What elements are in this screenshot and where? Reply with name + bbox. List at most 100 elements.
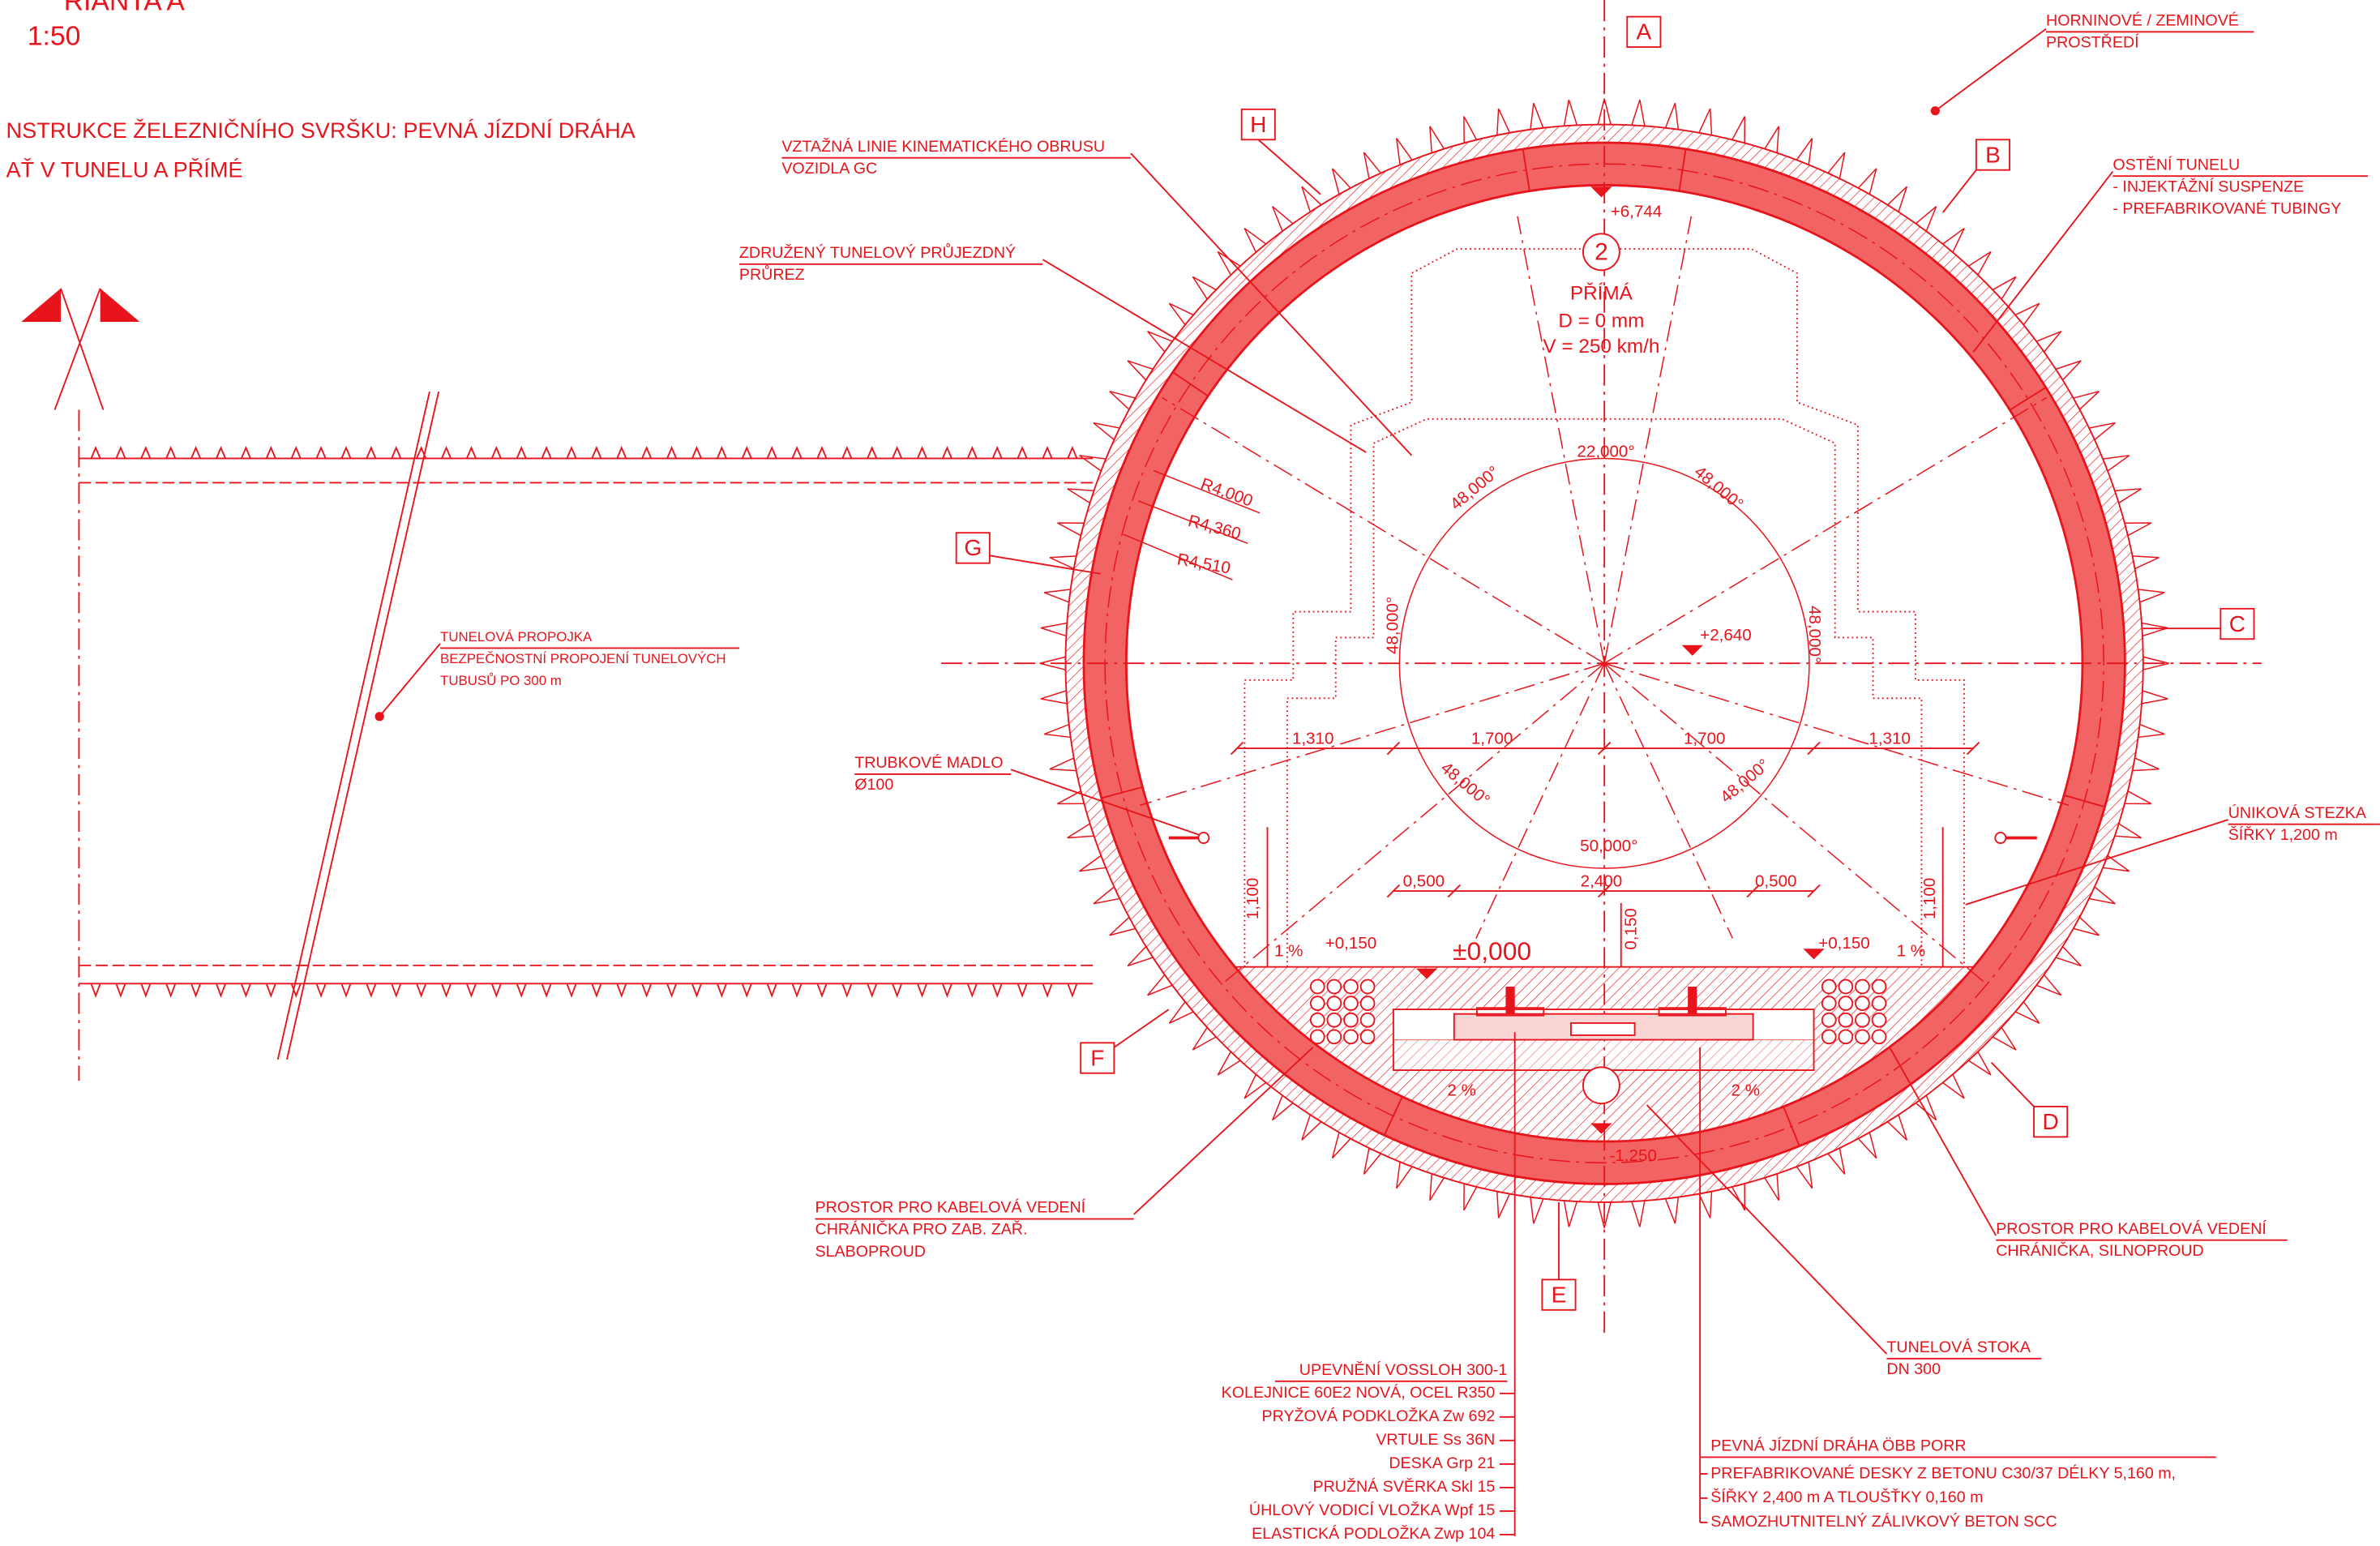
dimension-text: -1,250 bbox=[1610, 1146, 1657, 1165]
callout-text: ŠÍŘKY 1,200 m bbox=[2228, 825, 2338, 844]
background bbox=[0, 0, 2380, 1546]
section-marker: E bbox=[1552, 1282, 1567, 1307]
dimension-text: 0,500 bbox=[1755, 871, 1797, 890]
cable-duct bbox=[1344, 980, 1358, 994]
callout-text: TRUBKOVÉ MADLO bbox=[854, 753, 1003, 772]
dimension-text: 2 % bbox=[1731, 1081, 1760, 1100]
section-marker: F bbox=[1090, 1045, 1104, 1070]
cable-duct bbox=[1361, 996, 1375, 1010]
alignment-text: V = 250 km/h bbox=[1543, 336, 1659, 358]
slab-joint bbox=[1571, 1023, 1635, 1035]
cable-duct bbox=[1873, 996, 1886, 1010]
page: RIANTA A 1:50 NSTRUKCE ŽELEZNIČNÍHO SVRŠKU… bbox=[0, 0, 2380, 1546]
cable-duct bbox=[1873, 1013, 1886, 1027]
cable-duct bbox=[1311, 980, 1325, 994]
cable-duct bbox=[1856, 1030, 1869, 1043]
cable-duct bbox=[1822, 1013, 1836, 1027]
callout-text: ZDRUŽENÝ TUNELOVÝ PRŮJEZDNÝ bbox=[739, 242, 1016, 262]
cable-duct bbox=[1873, 1030, 1886, 1043]
cable-duct bbox=[1327, 1013, 1341, 1027]
header-text: RIANTA A bbox=[64, 0, 186, 17]
dimension-text: 1,310 bbox=[1292, 729, 1334, 747]
callout-text: SLABOPROUD bbox=[815, 1243, 926, 1261]
section-marker: G bbox=[964, 535, 982, 560]
callout-text: BEZPEČNOSTNÍ PROPOJENÍ TUNELOVÝCH bbox=[440, 651, 726, 666]
rail bbox=[1688, 987, 1697, 1014]
callout-text: CHRÁNIČKA, SILNOPROUD bbox=[1996, 1241, 2203, 1260]
dimension-text: 1 % bbox=[1274, 941, 1303, 960]
header-text: NSTRUKCE ŽELEZNIČNÍHO SVRŠKU: PEVNÁ JÍZD… bbox=[6, 118, 636, 143]
callout-text: ÚNIKOVÁ STEZKA bbox=[2228, 803, 2367, 822]
dimension-text: 0,150 bbox=[1621, 908, 1640, 950]
cable-duct bbox=[1839, 1013, 1852, 1027]
list-item: PRYŽOVÁ PODKLOŽKA Zw 692 bbox=[1262, 1407, 1496, 1425]
list-title: PEVNÁ JÍZDNÍ DRÁHA ÖBB PORR bbox=[1710, 1437, 1966, 1455]
list-item: SAMOZHUTNITELNÝ ZÁLIVKOVÝ BETON SCC bbox=[1710, 1512, 2057, 1531]
cable-duct bbox=[1344, 1013, 1358, 1027]
alignment-text: PŘÍMÁ bbox=[1570, 283, 1633, 305]
cable-duct bbox=[1839, 980, 1852, 994]
scc-layer bbox=[1393, 1040, 1814, 1070]
cable-duct bbox=[1311, 1030, 1325, 1043]
callout-text: - PREFABRIKOVANÉ TUBINGY bbox=[2112, 199, 2341, 218]
list-item: KOLEJNICE 60E2 NOVÁ, OCEL R350 bbox=[1222, 1383, 1496, 1402]
cable-duct bbox=[1839, 1030, 1852, 1043]
callout-text: - INJEKTÁŽNÍ SUSPENZE bbox=[2112, 177, 2304, 195]
section-marker: H bbox=[1250, 112, 1266, 137]
section-marker: D bbox=[2042, 1109, 2058, 1134]
dimension-text: 2,400 bbox=[1581, 871, 1623, 890]
rail bbox=[1505, 987, 1514, 1014]
dimension-text: 22,000° bbox=[1577, 442, 1634, 460]
callout-text: VOZIDLA GC bbox=[781, 160, 877, 178]
callout-text: Ø100 bbox=[854, 776, 893, 794]
cable-duct bbox=[1311, 1013, 1325, 1027]
header-text: 1:50 bbox=[28, 21, 81, 52]
dimension-text: +0,150 bbox=[1818, 934, 1870, 953]
dimension-text: 1,700 bbox=[1684, 729, 1726, 747]
drawing: RIANTA A 1:50 NSTRUKCE ŽELEZNIČNÍHO SVRŠKU… bbox=[0, 0, 2380, 1546]
dimension-text: 1 % bbox=[1897, 941, 1925, 960]
cable-duct bbox=[1822, 1030, 1836, 1043]
callout-text: DN 300 bbox=[1886, 1360, 1941, 1378]
cable-duct bbox=[1822, 996, 1836, 1010]
dimension-text: 1,100 bbox=[1244, 878, 1262, 920]
dimension-text: 48,000° bbox=[1805, 606, 1824, 663]
section-marker: B bbox=[1985, 142, 2001, 167]
cable-duct bbox=[1873, 980, 1886, 994]
dimension-text: 1,100 bbox=[1920, 878, 1939, 920]
dimension-text: 50,000° bbox=[1580, 837, 1637, 855]
list-item: ŠÍŘKY 2,400 m A TLOUŠŤKY 0,160 m bbox=[1710, 1488, 1983, 1506]
cable-duct bbox=[1856, 996, 1869, 1010]
cable-duct bbox=[1344, 1030, 1358, 1043]
dimension-text: ±0,000 bbox=[1453, 936, 1531, 966]
cable-duct bbox=[1327, 980, 1341, 994]
callout-text: PROSTŘEDÍ bbox=[2046, 33, 2139, 52]
list-item: DESKA Grp 21 bbox=[1389, 1454, 1495, 1472]
list-item: VRTULE Ss 36N bbox=[1376, 1431, 1495, 1449]
list-item: ÚHLOVÝ VODICÍ VLOŽKA Wpf 15 bbox=[1249, 1501, 1496, 1519]
callout-text: TUNELOVÁ PROPOJKA bbox=[440, 629, 593, 645]
callout-text: PROSTOR PRO KABELOVÁ VEDENÍ bbox=[815, 1198, 1086, 1217]
list-item: PRUŽNÁ SVĚRKA Skl 15 bbox=[1312, 1477, 1495, 1496]
list-item: PREFABRIKOVANÉ DESKY Z BETONU C30/37 DÉL… bbox=[1710, 1463, 2176, 1482]
cable-duct bbox=[1856, 1013, 1869, 1027]
list-item: ELASTICKÁ PODLOŽKA Zwp 104 bbox=[1252, 1524, 1495, 1543]
cable-duct bbox=[1361, 1013, 1375, 1027]
section-marker: A bbox=[1636, 19, 1651, 45]
alignment-text: D = 0 mm bbox=[1558, 310, 1644, 332]
callout-text: PROSTOR PRO KABELOVÁ VEDENÍ bbox=[1996, 1219, 2267, 1238]
dimension-text: 0,500 bbox=[1403, 871, 1445, 890]
section-marker: C bbox=[2229, 611, 2245, 636]
dimension-text: +6,744 bbox=[1611, 203, 1663, 221]
callout-text: HORNINOVÉ / ZEMINOVÉ bbox=[2046, 11, 2239, 29]
handrail bbox=[1995, 833, 2005, 843]
cable-duct bbox=[1311, 996, 1325, 1010]
dimension-text: 1,700 bbox=[1471, 729, 1513, 747]
dimension-text: 2 % bbox=[1447, 1081, 1475, 1100]
header-text: AŤ V TUNELU A PŘÍMÉ bbox=[6, 157, 243, 182]
list-title: UPEVNĚNÍ VOSSLOH 300-1 bbox=[1299, 1360, 1508, 1379]
dimension-text: 48,000° bbox=[1383, 597, 1402, 654]
callout-text: PRŮREZ bbox=[739, 264, 805, 284]
cable-duct bbox=[1361, 1030, 1375, 1043]
dimension-text: 1,310 bbox=[1868, 729, 1910, 747]
